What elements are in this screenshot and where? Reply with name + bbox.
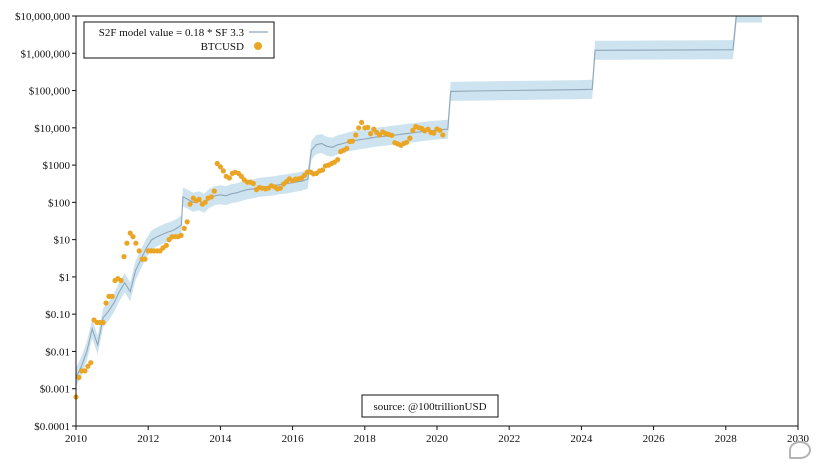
y-tick-label: $0.0001 — [34, 421, 70, 433]
legend-label-s2f: S2F model value = 0.18 * SF 3.3 — [99, 27, 245, 39]
btcusd-point — [163, 242, 169, 248]
btcusd-point — [335, 157, 341, 163]
y-tick-label: $1000 — [43, 160, 71, 172]
y-tick-label: $1 — [59, 272, 70, 284]
btcusd-point — [349, 138, 356, 144]
s2f-model-line — [76, 16, 737, 378]
y-tick-label: $10,000 — [34, 123, 70, 135]
source-box — [361, 394, 499, 418]
y-axis-ticks: $0.0001 $0.001 $0.01 $0.10 $1 $10 $100 $1000 $10… — [15, 11, 76, 433]
y-tick-label: $10 — [54, 235, 71, 247]
btcusd-point — [410, 127, 416, 133]
btcusd-point — [407, 135, 413, 141]
legend-box — [83, 21, 275, 59]
y-tick-label: $100,000 — [29, 86, 71, 98]
y-tick-label: $1,000,000 — [21, 48, 71, 60]
btcusd-point — [181, 225, 187, 231]
source-label: source: @100trillionUSD — [373, 401, 486, 413]
btcusd-point — [320, 167, 326, 173]
btcusd-point — [208, 194, 214, 200]
btcusd-point — [103, 300, 109, 306]
btcusd-point — [184, 219, 190, 225]
x-tick-label: 2028 — [715, 433, 738, 445]
watermark — [789, 441, 811, 459]
x-tick-label: 2018 — [354, 433, 377, 445]
btcusd-point — [109, 293, 115, 299]
btcusd-point — [365, 124, 371, 130]
btcusd-point — [187, 201, 193, 207]
btcusd-point — [121, 254, 127, 260]
btcusd-point — [202, 199, 208, 205]
legend: S2F model value = 0.18 * SF 3.3 BTCUSD — [83, 21, 275, 59]
btcusd-point — [127, 230, 133, 236]
btcusd-point — [118, 277, 124, 284]
x-axis-ticks: 2010 2012 2014 2016 2018 2020 2022 2024 2026 2028… — [65, 426, 810, 445]
x-tick-label: 2016 — [282, 433, 305, 445]
btcusd-point — [220, 168, 226, 174]
btcusd-point — [238, 173, 244, 179]
x-tick-label: 2024 — [570, 433, 593, 445]
y-tick-label: $0.001 — [40, 384, 70, 396]
btcusd-point — [100, 319, 106, 326]
x-tick-label: 2010 — [65, 433, 88, 445]
btcusd-point — [431, 130, 437, 136]
btcusd-point — [133, 240, 139, 246]
y-tick-label: $100 — [48, 197, 71, 209]
s2f-line-path — [76, 16, 737, 378]
btcusd-point — [440, 132, 446, 138]
btcusd-point — [124, 240, 130, 246]
btcusd-point — [76, 374, 82, 381]
source-annotation: source: @100trillionUSD — [361, 394, 499, 418]
y-tick-label: $0.10 — [45, 309, 70, 321]
btcusd-point — [277, 185, 283, 191]
btcusd-point — [196, 196, 202, 202]
plot-frame — [75, 15, 799, 427]
chat-bubble-icon — [789, 441, 811, 459]
btcusd-point — [356, 125, 362, 131]
btcusd-point — [85, 363, 91, 369]
btcusd-point — [344, 145, 350, 151]
btcusd-point — [217, 164, 223, 170]
btcusd-point — [250, 180, 256, 187]
s2f-confidence-band — [76, 16, 762, 387]
btcusd-point — [142, 256, 148, 262]
legend-swatch-btcusd — [254, 42, 262, 50]
y-tick-label: $0.01 — [45, 346, 70, 358]
btcusd-point — [130, 234, 136, 240]
x-tick-label: 2022 — [498, 433, 520, 445]
x-tick-label: 2020 — [426, 433, 449, 445]
x-tick-label: 2026 — [643, 433, 666, 445]
btcusd-point — [226, 175, 232, 181]
btcusd-point — [389, 132, 395, 138]
btcusd-point — [359, 119, 365, 125]
x-tick-label: 2014 — [209, 433, 232, 445]
btcusd-point — [214, 160, 220, 167]
btcusd-point — [82, 368, 88, 374]
btcusd-point — [178, 232, 184, 238]
btcusd-point — [368, 131, 374, 137]
btcusd-scatter — [73, 119, 446, 400]
btcusd-point — [136, 248, 142, 254]
y-tick-label: $10,000,000 — [15, 11, 71, 23]
x-tick-label: 2012 — [137, 433, 159, 445]
legend-label-btcusd: BTCUSD — [201, 41, 244, 53]
btcusd-point — [353, 132, 359, 138]
s2f-band-area — [76, 16, 762, 387]
btcusd-point — [88, 360, 94, 366]
btcusd-point — [437, 127, 443, 133]
btcusd-point — [404, 139, 410, 145]
btcusd-point — [211, 188, 217, 194]
